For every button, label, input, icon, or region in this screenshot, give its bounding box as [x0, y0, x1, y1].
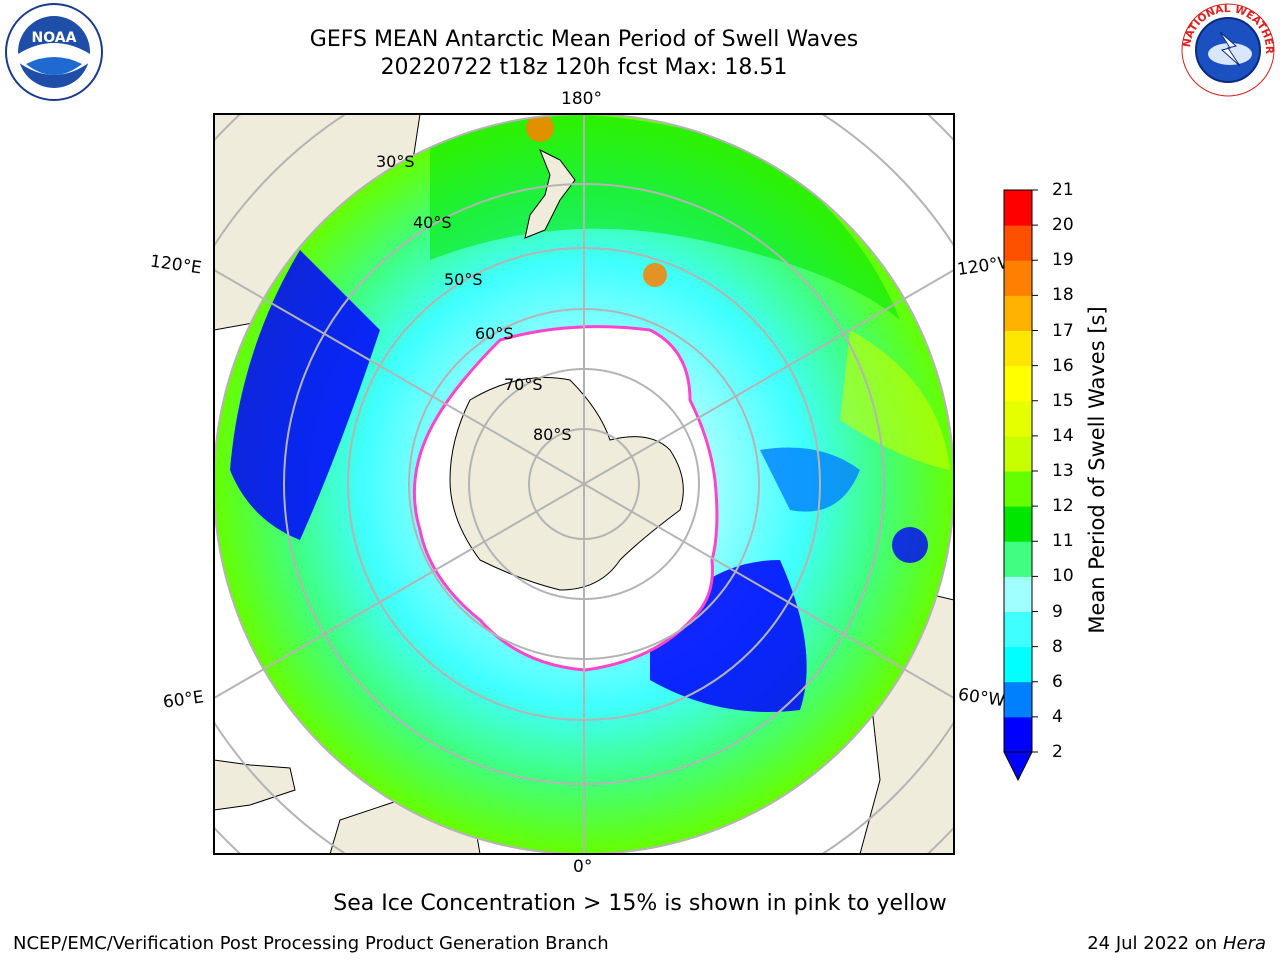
new-zealand-land — [524, 148, 576, 239]
noaa-logo-text: NOAA — [32, 30, 77, 46]
colorbar-tick-label: 17 — [1052, 320, 1074, 341]
colorbar-tick-label: 12 — [1052, 496, 1074, 517]
antarctica-land — [449, 377, 684, 591]
graticule — [214, 114, 954, 854]
footer-machine: Hera — [1222, 933, 1266, 954]
colorbar-swatch — [1004, 225, 1032, 261]
colorbar-swatch — [1004, 400, 1032, 437]
chart-title: GEFS MEAN Antarctic Mean Period of Swell… — [309, 27, 859, 52]
colorbar-swatch — [1004, 611, 1032, 648]
colorbar-swatch — [1004, 435, 1032, 472]
colorbar-swatch — [1004, 330, 1032, 367]
lat-label-80s: 80°S — [533, 425, 572, 444]
colorbar-tick-label: 18 — [1052, 285, 1074, 306]
footer-date-text: 24 Jul 2022 on — [1087, 933, 1223, 954]
colorbar-swatch — [1004, 646, 1032, 683]
lon-label-0: 0° — [573, 857, 593, 877]
colorbar-title: Mean Period of Swell Waves [s] — [1085, 306, 1109, 634]
colorbar-tick-label: 11 — [1052, 531, 1074, 552]
nws-logo: NATIONAL WEATHER SERVICE — [1180, 2, 1275, 97]
swell-band-indian — [230, 250, 380, 540]
colorbar-swatch — [1004, 716, 1032, 753]
lon-label-180: 180° — [561, 89, 602, 109]
colorbar-swatch — [1004, 295, 1032, 331]
chart-subtitle: 20220722 t18z 120h fcst Max: 18.51 — [380, 55, 788, 80]
noaa-logo: NOAA — [5, 3, 103, 101]
colorbar — [1003, 189, 1038, 782]
map-frame — [213, 113, 955, 855]
swell-band-pacific — [760, 447, 860, 512]
swell-peak-a — [643, 263, 667, 287]
colorbar-tick-label: 19 — [1052, 250, 1074, 271]
colorbar-swatch — [1004, 681, 1032, 718]
colorbar-tick-label: 21 — [1052, 180, 1074, 200]
colorbar-tick-label: 10 — [1052, 566, 1074, 587]
colorbar-swatch — [1004, 260, 1032, 296]
colorbar-swatch — [1004, 471, 1032, 507]
colorbar-tick-label: 9 — [1052, 601, 1063, 622]
colorbar-swatch — [1004, 190, 1032, 226]
swell-band-east — [840, 330, 950, 470]
lat-label-70s: 70°S — [504, 375, 543, 394]
lat-label-40s: 40°S — [413, 213, 452, 232]
colorbar-tick-label: 13 — [1052, 461, 1074, 481]
colorbar-extend-min — [1003, 751, 1033, 782]
footer-date: 24 Jul 2022 on Hera — [1087, 933, 1266, 954]
colorbar-tick-label: 14 — [1052, 425, 1074, 446]
colorbar-tick-label: 2 — [1052, 742, 1063, 762]
sea-ice-note: Sea Ice Concentration > 15% is shown in … — [333, 891, 947, 916]
colorbar-swatch — [1004, 506, 1032, 542]
colorbar-tick-label: 8 — [1052, 636, 1063, 657]
madagascar-land — [214, 759, 296, 811]
colorbar-tick-label: 6 — [1052, 671, 1063, 692]
lat-label-60s: 60°S — [475, 324, 514, 343]
swell-peak-c — [892, 527, 928, 563]
colorbar-tick-label: 15 — [1052, 390, 1074, 411]
footer-credit: NCEP/EMC/Verification Post Processing Pr… — [13, 933, 609, 954]
colorbar-tick-label: 4 — [1052, 706, 1063, 727]
colorbar-tick-label: 20 — [1052, 215, 1074, 236]
swell-peak-b — [526, 114, 554, 142]
lat-label-50s: 50°S — [444, 270, 483, 289]
colorbar-swatch — [1004, 365, 1032, 402]
colorbar-swatch — [1004, 541, 1032, 577]
colorbar-swatch — [1004, 576, 1032, 612]
lat-label-30s: 30°S — [376, 152, 415, 171]
colorbar-tick-label: 16 — [1052, 355, 1074, 376]
